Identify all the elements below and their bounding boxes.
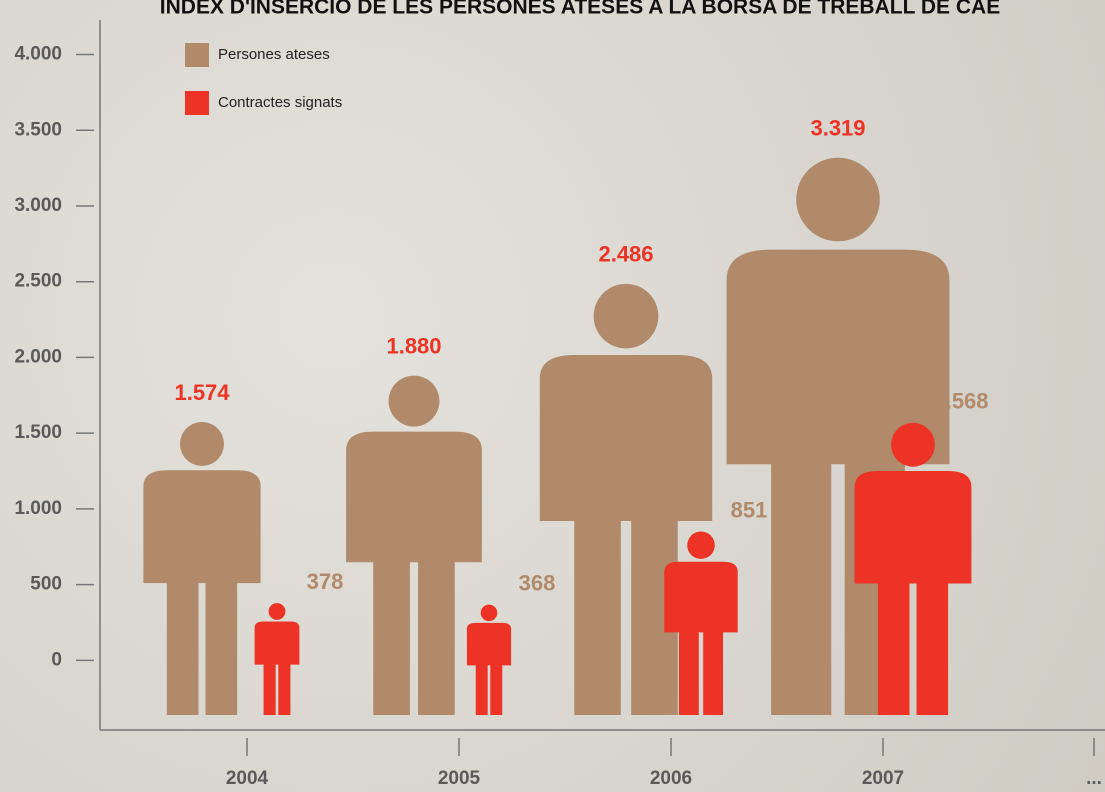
y-tick-label: 2.500 [14, 271, 62, 292]
legend-swatch [185, 91, 209, 115]
person-figure [467, 605, 511, 715]
x-tick-label: ... [1086, 768, 1102, 789]
y-tick-label: 1.000 [14, 498, 62, 519]
value-label: 368 [519, 570, 556, 595]
value-label: 1.880 [386, 333, 441, 358]
y-tick-label: 3.000 [14, 195, 62, 216]
person-figure [346, 376, 482, 715]
y-tick-label: 0 [51, 649, 62, 670]
y-tick-label: 500 [30, 574, 62, 595]
value-label: 2.486 [598, 242, 653, 267]
person-figure [143, 422, 260, 715]
value-label: 1.568 [933, 389, 988, 414]
x-tick-label: 2006 [650, 768, 692, 789]
legend-label: Persones ateses [218, 46, 330, 63]
chart: ÍNDEX D'INSERCIÓ DE LES PERSONES ATESES … [0, 0, 1105, 792]
y-tick-label: 1.500 [14, 422, 62, 443]
y-tick-label: 4.000 [14, 44, 62, 65]
x-tick-label: 2005 [438, 768, 481, 789]
value-label: 378 [307, 569, 344, 594]
legend-label: Contractes signats [218, 94, 342, 111]
legend-swatch [185, 43, 209, 67]
y-tick-label: 2.000 [14, 346, 62, 367]
x-tick-label: 2007 [862, 768, 904, 789]
chart-title: ÍNDEX D'INSERCIÓ DE LES PERSONES ATESES … [160, 0, 1000, 19]
x-tick-label: 2004 [226, 768, 269, 789]
value-label: 1.574 [174, 380, 230, 405]
y-tick-label: 3.500 [14, 119, 62, 140]
value-label: 3.319 [810, 115, 865, 140]
value-label: 851 [731, 497, 768, 522]
person-figure [255, 603, 300, 715]
